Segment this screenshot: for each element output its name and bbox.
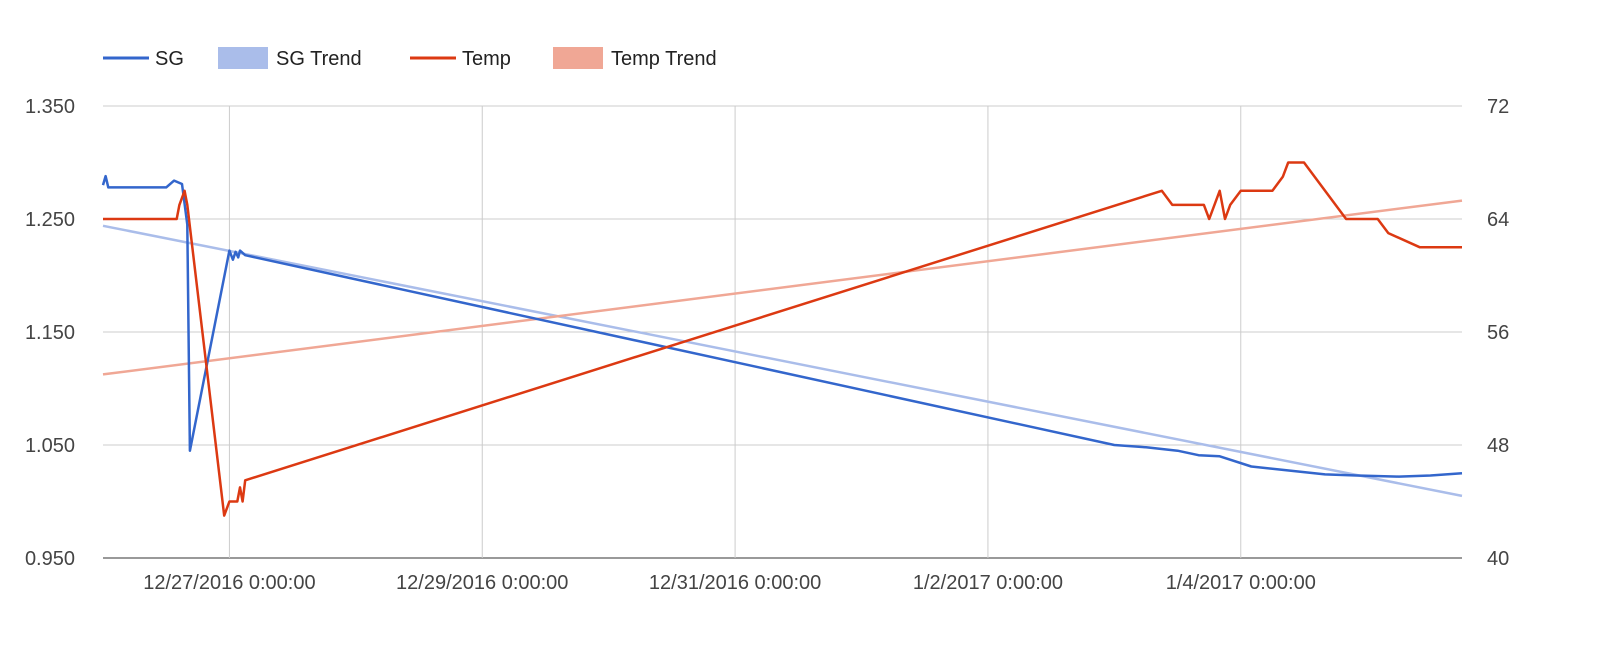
legend-swatch: [553, 47, 603, 69]
series-temp-line: [103, 161, 1462, 517]
series-lines: [101, 161, 1463, 517]
series-temp-trend-line: [102, 199, 1463, 376]
legend-item-sg-trend[interactable]: SG Trend: [218, 47, 362, 70]
x-tick-label: 12/27/2016 0:00:00: [143, 572, 315, 594]
series-sg-trend-line: [102, 224, 1463, 498]
legend-item-sg[interactable]: SG: [103, 48, 184, 70]
y2-tick-label: 72: [1487, 96, 1509, 118]
legend-label: Temp: [462, 48, 511, 70]
legend-label: Temp Trend: [611, 48, 717, 70]
y2-tick-label: 48: [1487, 435, 1509, 457]
legend[interactable]: SG SG Trend Temp Temp Trend: [103, 47, 717, 70]
legend-item-temp[interactable]: Temp: [410, 48, 511, 70]
x-tick-label: 12/31/2016 0:00:00: [649, 572, 821, 594]
y-tick-label: 1.350: [25, 96, 75, 118]
y2-tick-label: 40: [1487, 548, 1509, 570]
y-tick-label: 1.150: [25, 322, 75, 344]
series-sg-line: [101, 174, 1463, 478]
y-tick-label: 1.050: [25, 435, 75, 457]
legend-item-temp-trend[interactable]: Temp Trend: [553, 47, 717, 70]
x-tick-label: 12/29/2016 0:00:00: [396, 572, 568, 594]
y2-tick-label: 64: [1487, 209, 1509, 231]
legend-swatch: [218, 47, 268, 69]
x-tick-label: 1/2/2017 0:00:00: [913, 572, 1063, 594]
y-tick-label: 1.250: [25, 209, 75, 231]
y-axis-ticks: 0.950 1.050 1.150 1.250 1.350: [25, 96, 75, 570]
y-tick-label: 0.950: [25, 548, 75, 570]
legend-label: SG: [155, 48, 184, 70]
y2-axis-ticks: 40 48 56 64 72: [1487, 96, 1509, 570]
y2-tick-label: 56: [1487, 322, 1509, 344]
grid: [103, 105, 1462, 559]
x-axis-ticks: 12/27/2016 0:00:00 12/29/2016 0:00:00 12/3…: [143, 572, 1316, 594]
x-tick-label: 1/4/2017 0:00:00: [1166, 572, 1316, 594]
legend-label: SG Trend: [276, 48, 362, 70]
